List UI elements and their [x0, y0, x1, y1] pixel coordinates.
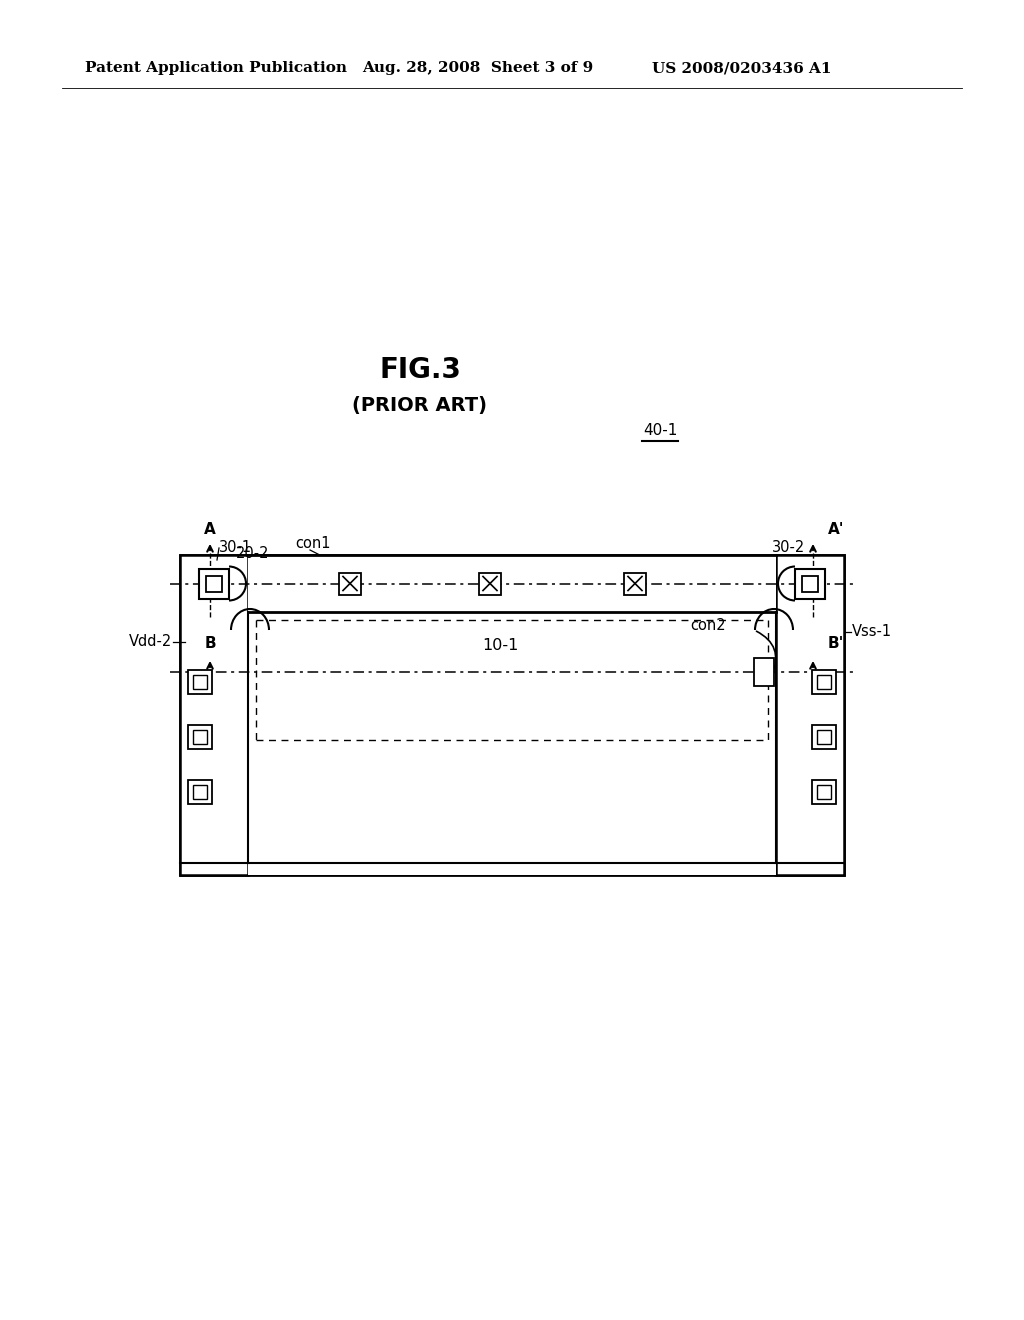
- Bar: [188, 725, 212, 748]
- Bar: [754, 657, 774, 686]
- Bar: [206, 576, 222, 591]
- Text: 40-1: 40-1: [643, 422, 677, 438]
- Text: A': A': [828, 521, 845, 536]
- Bar: [812, 780, 836, 804]
- Text: 20-2: 20-2: [236, 545, 269, 561]
- Text: B: B: [204, 636, 216, 652]
- Bar: [817, 785, 831, 799]
- Text: 30-1: 30-1: [219, 540, 252, 554]
- Text: Vdd-2: Vdd-2: [129, 635, 172, 649]
- Bar: [248, 554, 776, 612]
- Bar: [180, 554, 844, 875]
- Text: FIG.3: FIG.3: [379, 356, 461, 384]
- Text: Vss-1: Vss-1: [852, 624, 892, 639]
- Text: B': B': [828, 636, 845, 652]
- Bar: [812, 671, 836, 694]
- Text: Patent Application Publication: Patent Application Publication: [85, 61, 347, 75]
- Bar: [193, 675, 207, 689]
- Bar: [817, 730, 831, 744]
- Bar: [624, 573, 646, 594]
- Text: con2: con2: [690, 618, 726, 632]
- Bar: [193, 730, 207, 744]
- Bar: [248, 612, 776, 875]
- Text: 10-1: 10-1: [482, 639, 518, 653]
- Bar: [817, 675, 831, 689]
- Bar: [188, 671, 212, 694]
- Text: Aug. 28, 2008  Sheet 3 of 9: Aug. 28, 2008 Sheet 3 of 9: [362, 61, 593, 75]
- Text: 30-2: 30-2: [772, 540, 805, 554]
- Bar: [479, 573, 501, 594]
- Bar: [199, 569, 229, 598]
- Bar: [802, 576, 818, 591]
- Text: con1: con1: [295, 536, 331, 550]
- Text: US 2008/0203436 A1: US 2008/0203436 A1: [652, 61, 831, 75]
- Text: (PRIOR ART): (PRIOR ART): [352, 396, 487, 414]
- Bar: [193, 785, 207, 799]
- Bar: [776, 554, 844, 875]
- Bar: [188, 780, 212, 804]
- Bar: [812, 725, 836, 748]
- Bar: [180, 554, 248, 875]
- Text: A: A: [204, 521, 216, 536]
- Bar: [339, 573, 361, 594]
- Bar: [795, 569, 825, 598]
